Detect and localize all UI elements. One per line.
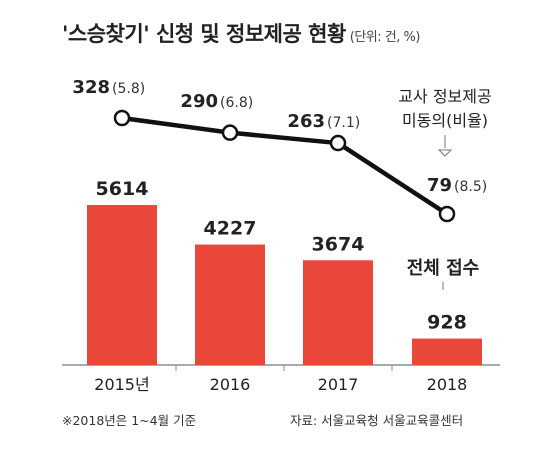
line-series-label-arrow [437, 149, 453, 157]
source-note: 자료: 서울교육청 서울교육콜센터 [290, 413, 464, 428]
x-tick-label: 2017 [318, 375, 359, 394]
line-value-label: 263 [287, 111, 325, 132]
line-series-label: 미동의(비율) [402, 111, 488, 130]
x-tick-label: 2015년 [94, 375, 149, 394]
line-point [221, 124, 239, 141]
x-tick-label: 2016 [210, 375, 251, 394]
line-ratio-label: (7.1) [327, 115, 360, 131]
bar [87, 205, 157, 365]
bar [303, 260, 373, 365]
bar-value-label: 5614 [96, 178, 149, 200]
chart-unit: (단위: 건, %) [349, 30, 421, 45]
bar [195, 244, 265, 365]
bar-value-label: 928 [427, 312, 467, 334]
line-value-label: 328 [72, 77, 110, 98]
line-point [113, 109, 131, 127]
footnote: ※2018년은 1~4월 기준 [62, 413, 197, 428]
x-tick-label: 2018 [427, 375, 468, 394]
chart-title: '스승찾기' 신청 및 정보제공 현황 (단위: 건, %) [62, 18, 420, 48]
line-point [438, 205, 456, 223]
line-ratio-label: (8.5) [454, 179, 487, 195]
line-point [329, 134, 347, 152]
line-series-label: 교사 정보제공 [398, 87, 491, 106]
line-ratio-label: (5.8) [112, 81, 145, 97]
line-series [121, 115, 449, 216]
bar-series-label: 전체 접수 [407, 258, 480, 279]
line-value-label: 290 [180, 91, 218, 112]
line-value-label: 79 [427, 175, 452, 196]
bar-value-label: 4227 [204, 218, 257, 240]
line-ratio-label: (6.8) [220, 95, 253, 111]
bar [412, 338, 482, 365]
bar-value-label: 3674 [312, 233, 365, 255]
chart-title-text: '스승찾기' 신청 및 정보제공 현황 [62, 22, 346, 46]
